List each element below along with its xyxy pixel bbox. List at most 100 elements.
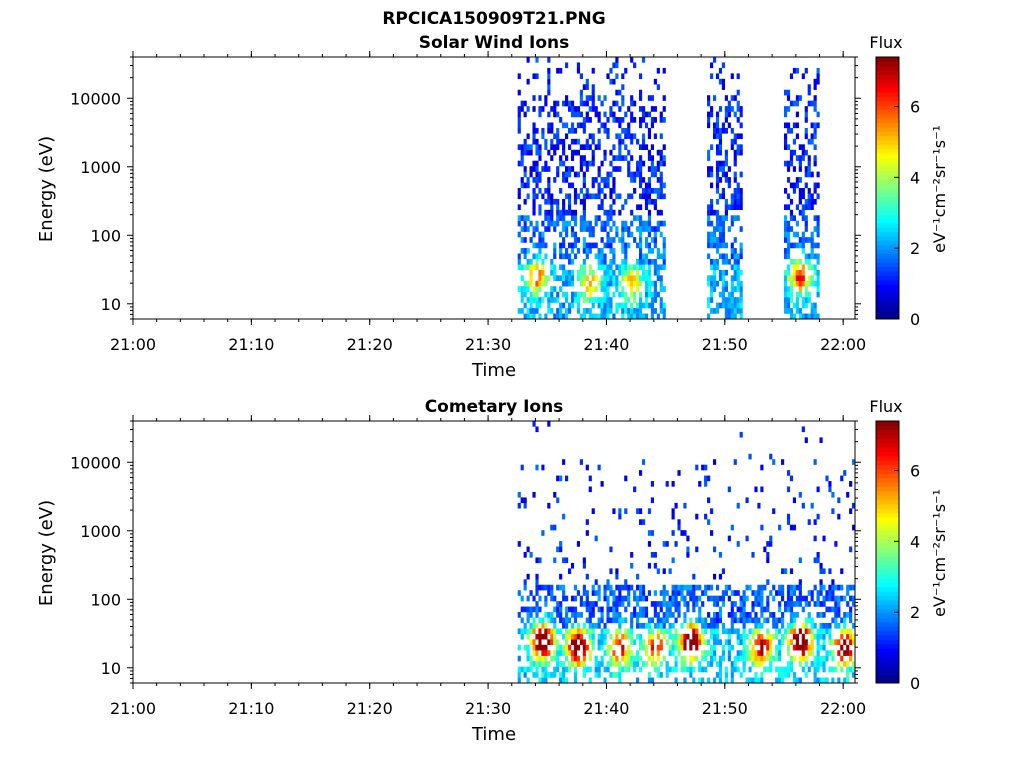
spectrogram-cell — [710, 622, 714, 629]
spectrogram-cell — [813, 106, 817, 112]
spectrogram-cell — [591, 242, 595, 249]
colorbar-segment — [876, 284, 899, 289]
spectrogram-cell — [609, 248, 613, 254]
spectrogram-cell — [849, 639, 853, 645]
spectrogram-cell — [600, 160, 604, 167]
spectrogram-cell — [852, 459, 856, 465]
spectrogram-cell — [582, 269, 586, 276]
spectrogram-cell — [597, 166, 601, 172]
spectrogram-cell — [656, 633, 660, 640]
spectrogram-cell — [813, 308, 817, 314]
spectrogram-cell — [659, 220, 663, 227]
spectrogram-cell — [689, 672, 693, 678]
spectrogram-cell — [647, 291, 652, 298]
spectrogram-cell — [816, 220, 820, 227]
spectrogram-cell — [674, 633, 678, 640]
spectrogram-cell — [834, 606, 838, 613]
spectrogram-cell — [795, 584, 799, 591]
spectrogram-cell — [630, 552, 634, 558]
spectrogram-cell — [638, 313, 643, 320]
spectrogram-cell — [582, 258, 586, 265]
spectrogram-cell — [535, 280, 539, 287]
spectrogram-cell — [730, 313, 734, 320]
spectrogram-cell — [656, 193, 660, 200]
spectrogram-cell — [609, 584, 613, 591]
spectrogram-cell — [615, 193, 619, 200]
spectrogram-cell — [638, 297, 643, 303]
spectrogram-cell — [567, 144, 572, 150]
spectrogram-cell — [523, 171, 527, 178]
spectrogram-cell — [562, 633, 566, 640]
spectrogram-cell — [538, 231, 542, 238]
spectrogram-cell — [544, 655, 548, 662]
spectrogram-cell — [789, 215, 794, 221]
spectrogram-cell — [718, 127, 723, 134]
colorbar-segment — [876, 556, 899, 562]
spectrogram-cell — [532, 138, 536, 145]
spectrogram-cell — [647, 280, 652, 287]
spectrogram-cell — [624, 155, 628, 161]
spectrogram-cell — [565, 557, 569, 564]
spectrogram-cell — [520, 666, 524, 673]
spectrogram-cell — [565, 220, 569, 227]
spectrogram-cell — [636, 308, 640, 314]
spectrogram-cell — [769, 633, 773, 640]
spectrogram-cell — [692, 573, 696, 580]
spectrogram-cell — [736, 269, 740, 276]
spectrogram-cell — [547, 275, 551, 281]
spectrogram-cell — [813, 182, 817, 189]
spectrogram-cell — [597, 95, 601, 101]
spectrogram-cell — [547, 661, 551, 667]
spectrogram-cell — [529, 308, 533, 314]
spectrogram-cell — [618, 155, 622, 161]
spectrogram-cell — [585, 117, 589, 123]
spectrogram-cell — [585, 188, 589, 194]
spectrogram-cell — [541, 237, 545, 243]
spectrogram-cell — [795, 302, 799, 309]
spectrogram-cell — [573, 661, 578, 667]
spectrogram-cell — [585, 275, 589, 281]
spectrogram-cell — [736, 106, 740, 112]
spectrogram-cell — [715, 661, 720, 667]
spectrogram-cell — [801, 215, 805, 221]
spectrogram-cell — [565, 193, 569, 200]
spectrogram-cell — [562, 291, 566, 298]
spectrogram-cell — [644, 644, 649, 651]
spectrogram-cell — [597, 264, 601, 271]
spectrogram-cell — [570, 231, 575, 238]
spectrogram-cell — [718, 78, 723, 85]
spectrogram-cell — [689, 661, 693, 667]
spectrogram-cell — [650, 601, 654, 607]
spectrogram-cell — [792, 269, 797, 276]
colorbar-frame — [875, 420, 900, 684]
spectrogram-cell — [659, 590, 663, 596]
spectrogram-cell — [745, 644, 749, 651]
spectrogram-cell — [641, 106, 646, 112]
spectrogram-cell — [550, 220, 554, 227]
spectrogram-cell — [541, 269, 545, 276]
spectrogram-cell — [532, 166, 536, 172]
spectrogram-cell — [801, 193, 805, 200]
spectrogram-cell — [553, 286, 557, 292]
spectrogram-cell — [834, 639, 838, 645]
spectrogram-cell — [804, 258, 808, 265]
spectrogram-cell — [573, 617, 578, 624]
spectrogram-cell — [650, 633, 654, 640]
spectrogram-cell — [786, 650, 791, 656]
spectrogram-cell — [618, 302, 622, 309]
spectrogram-cell — [579, 595, 583, 602]
spectrogram-cell — [739, 226, 743, 232]
spectrogram-cell — [656, 617, 660, 624]
spectrogram-cell — [544, 650, 548, 656]
spectrogram-cell — [647, 127, 652, 134]
spectrogram-cell — [585, 308, 589, 314]
spectrogram-cell — [653, 590, 657, 596]
spectrogram-cell — [582, 127, 586, 134]
spectrogram-cell — [538, 269, 542, 276]
spectrogram-cell — [647, 622, 652, 629]
spectrogram-cell — [585, 253, 589, 260]
spectrogram-cell — [724, 215, 728, 221]
spectrogram-cell — [633, 655, 637, 662]
spectrogram-cell — [630, 231, 634, 238]
spectrogram-cell — [712, 264, 717, 271]
